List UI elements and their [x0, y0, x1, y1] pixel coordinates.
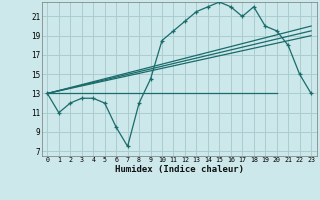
X-axis label: Humidex (Indice chaleur): Humidex (Indice chaleur)	[115, 165, 244, 174]
